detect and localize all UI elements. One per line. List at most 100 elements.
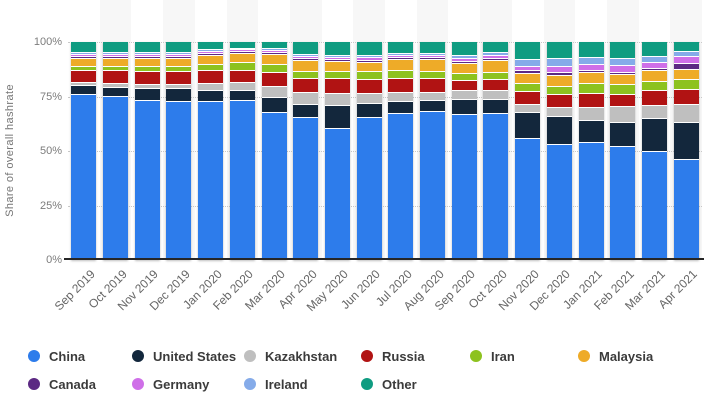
bar-mar-2020[interactable] [261,42,287,260]
bar-segment-russia[interactable] [388,79,414,94]
legend-item-united-states[interactable]: United States [132,347,244,365]
bar-segment-germany[interactable] [229,50,255,53]
bar-segment-china[interactable] [388,113,414,260]
bar-segment-canada[interactable] [293,58,319,62]
bar-segment-united-states[interactable] [229,90,255,101]
bar-segment-germany[interactable] [356,58,382,61]
bar-segment-canada[interactable] [103,56,129,59]
bar-segment-russia[interactable] [546,95,572,108]
legend-item-iran[interactable]: Iran [470,347,578,365]
bar-segment-russia[interactable] [483,80,509,91]
bar-segment-other[interactable] [261,42,287,49]
bar-segment-germany[interactable] [324,57,350,60]
legend-item-germany[interactable]: Germany [132,375,244,393]
bar-segment-united-states[interactable] [134,88,160,101]
bar-segment-kazakhstan[interactable] [261,86,287,99]
bar-segment-kazakhstan[interactable] [420,92,446,102]
bar-segment-malaysia[interactable] [71,59,97,67]
bar-segment-germany[interactable] [71,55,97,58]
bar-segment-russia[interactable] [356,79,382,95]
bar-segment-united-states[interactable] [103,87,129,98]
legend-item-kazakhstan[interactable]: Kazakhstan [244,347,361,365]
bar-segment-canada[interactable] [451,61,477,64]
bar-segment-other[interactable] [166,42,192,53]
bar-mar-2021[interactable] [641,42,667,260]
bar-segment-other[interactable] [71,42,97,54]
bar-segment-other[interactable] [673,42,699,53]
bar-oct-2019[interactable] [103,42,129,260]
bar-segment-canada[interactable] [610,73,636,76]
bar-segment-iran[interactable] [293,71,319,80]
bar-segment-united-states[interactable] [198,90,224,102]
bar-segment-united-states[interactable] [578,121,604,144]
bar-segment-kazakhstan[interactable] [229,82,255,91]
bar-segment-united-states[interactable] [641,118,667,152]
bar-segment-germany[interactable] [673,57,699,64]
bar-segment-germany[interactable] [103,54,129,57]
bar-segment-canada[interactable] [388,57,414,61]
bar-sep-2020[interactable] [451,42,477,260]
bar-jan-2020[interactable] [198,42,224,260]
bar-segment-other[interactable] [515,42,541,60]
bar-segment-canada[interactable] [71,57,97,60]
bar-segment-germany[interactable] [546,67,572,74]
bar-segment-other[interactable] [420,42,446,54]
bar-aug-2020[interactable] [420,42,446,260]
bar-segment-united-states[interactable] [546,116,572,145]
bar-feb-2020[interactable] [229,42,255,260]
bar-segment-china[interactable] [673,159,699,260]
bar-segment-malaysia[interactable] [324,62,350,73]
bar-segment-iran[interactable] [356,71,382,80]
bar-nov-2019[interactable] [134,42,160,260]
bar-segment-malaysia[interactable] [546,75,572,87]
bar-segment-germany[interactable] [293,57,319,59]
bar-segment-iran[interactable] [166,67,192,73]
bar-segment-kazakhstan[interactable] [641,106,667,119]
bar-segment-canada[interactable] [198,53,224,56]
bar-segment-ireland[interactable] [578,57,604,65]
bar-segment-ireland[interactable] [451,55,477,59]
bar-segment-malaysia[interactable] [261,55,287,66]
bar-segment-ireland[interactable] [261,48,287,51]
bar-segment-canada[interactable] [483,58,509,62]
bar-segment-ireland[interactable] [673,52,699,58]
bar-segment-kazakhstan[interactable] [388,93,414,102]
bar-segment-ireland[interactable] [641,56,667,64]
bar-segment-china[interactable] [641,151,667,260]
bar-may-2020[interactable] [324,42,350,260]
bar-segment-germany[interactable] [641,63,667,70]
bar-segment-canada[interactable] [515,70,541,74]
bar-segment-iran[interactable] [420,71,446,79]
bar-segment-iran[interactable] [451,74,477,81]
bar-segment-kazakhstan[interactable] [546,107,572,117]
bar-segment-germany[interactable] [198,51,224,54]
bar-segment-china[interactable] [261,113,287,260]
bar-segment-other[interactable] [578,42,604,58]
bar-segment-canada[interactable] [673,63,699,71]
bar-segment-russia[interactable] [166,72,192,86]
bar-segment-kazakhstan[interactable] [324,94,350,107]
bar-segment-china[interactable] [356,118,382,260]
bar-jul-2020[interactable] [388,42,414,260]
bar-segment-ireland[interactable] [483,53,509,57]
bar-segment-russia[interactable] [578,93,604,108]
bar-segment-russia[interactable] [420,78,446,93]
bar-oct-2020[interactable] [483,42,509,260]
legend-item-malaysia[interactable]: Malaysia [578,347,653,365]
bar-segment-united-states[interactable] [420,101,446,112]
bar-segment-russia[interactable] [641,90,667,107]
bar-segment-united-states[interactable] [673,122,699,160]
bar-segment-germany[interactable] [578,64,604,72]
bar-segment-ireland[interactable] [166,52,192,55]
bar-segment-ireland[interactable] [103,52,129,55]
bar-jun-2020[interactable] [356,42,382,260]
bar-segment-other[interactable] [546,42,572,59]
bar-segment-malaysia[interactable] [166,58,192,68]
bar-segment-malaysia[interactable] [673,70,699,81]
bar-segment-china[interactable] [134,100,160,260]
bar-segment-malaysia[interactable] [229,54,255,64]
legend-item-russia[interactable]: Russia [361,347,470,365]
bar-segment-other[interactable] [229,42,255,49]
bar-segment-iran[interactable] [229,63,255,71]
bar-segment-kazakhstan[interactable] [293,92,319,106]
